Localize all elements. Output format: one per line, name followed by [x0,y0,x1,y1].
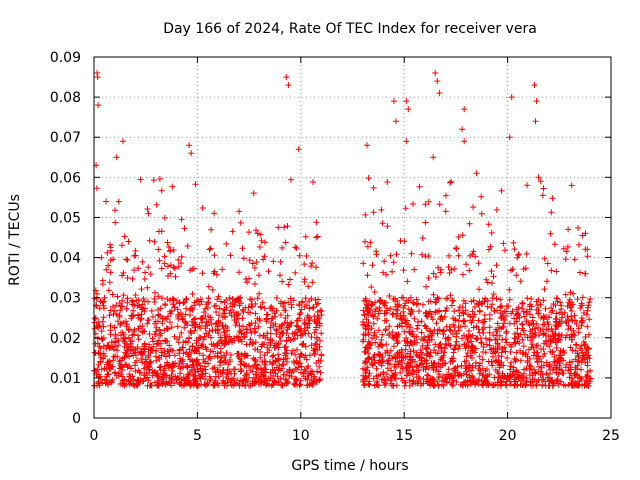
x-tick-label: 0 [90,428,99,444]
x-tick-label: 25 [602,428,620,444]
x-tick-label: 15 [395,428,413,444]
x-tick-label: 10 [292,428,310,444]
y-tick-label: 0.05 [50,210,81,226]
y-tick-label: 0.04 [50,251,81,267]
y-tick-label: 0.07 [50,130,81,146]
series-points [91,70,594,389]
x-axis-label: GPS time / hours [291,458,408,474]
y-tick-label: 0.03 [50,291,81,307]
y-tick-label: 0.08 [50,90,81,106]
y-tick-label: 0.01 [50,371,81,387]
data-points [91,70,594,389]
x-tick-label: 20 [499,428,517,444]
y-tick-label: 0.09 [50,50,81,66]
axis-ticks: 0 0.01 0.02 0.03 0.04 0.05 0.06 0.07 0.08 0.09 0 5 1… [50,50,620,444]
y-tick-label: 0.06 [50,170,81,186]
y-axis-label: ROTI / TECUs [7,194,23,286]
chart-title: Day 166 of 2024, Rate Of TEC Index for r… [163,21,537,37]
x-tick-label: 5 [193,428,202,444]
y-tick-label: 0.02 [50,331,81,347]
y-tick-label: 0 [72,411,81,427]
plot-frame [93,56,612,419]
